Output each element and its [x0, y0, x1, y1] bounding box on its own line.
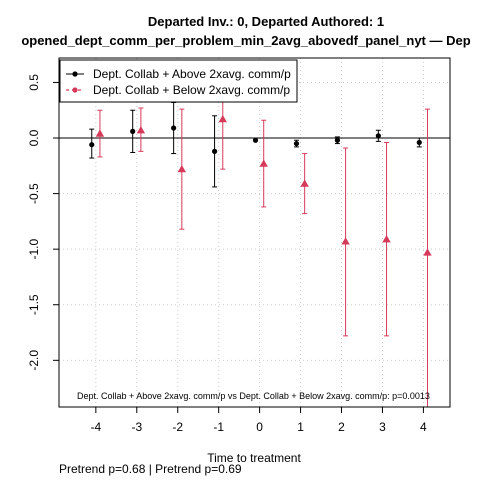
plot-frame	[58, 57, 451, 408]
data-point	[218, 114, 227, 123]
y-tick-label: 0.5	[27, 74, 41, 91]
p-value-annotation: Dept. Collab + Above 2xavg. comm/p vs De…	[77, 391, 430, 401]
y-tick-label: -1.0	[27, 239, 41, 260]
data-point	[334, 137, 341, 143]
chart-subtitle: opened_dept_comm_per_problem_min_2avg_ab…	[21, 33, 470, 48]
data-point	[382, 234, 391, 243]
series-0	[89, 101, 422, 188]
x-tick-label: 0	[256, 420, 263, 434]
legend-label-above: Dept. Collab + Above 2xavg. comm/p	[93, 67, 291, 81]
legend-marker-below	[72, 87, 78, 93]
x-tick-label: 3	[379, 420, 386, 434]
x-axis-label: Time to treatment	[207, 451, 301, 465]
legend-box	[59, 59, 298, 103]
legend-marker-above	[72, 71, 78, 77]
data-point	[416, 139, 422, 146]
data-point	[252, 137, 259, 143]
x-tick-label: -4	[91, 420, 102, 434]
legend: Dept. Collab + Above 2xavg. comm/p Dept.…	[59, 59, 298, 103]
data-point	[375, 133, 381, 139]
y-axis: -2.0 -1.5 -1.0 -0.5 0.0 0.5	[27, 74, 59, 371]
x-tick-label: 1	[297, 420, 304, 434]
data-point	[177, 164, 187, 173]
data-point	[95, 129, 105, 137]
data-point	[89, 142, 95, 148]
x-axis: -4 -3 -2 -1 0 1 2 3 4	[91, 407, 427, 434]
x-tick-label: 4	[420, 420, 427, 434]
data-point	[136, 126, 146, 134]
y-tick-label: 0.0	[27, 129, 41, 146]
data-point	[259, 159, 268, 167]
data-point	[341, 237, 350, 245]
data-point	[130, 128, 136, 134]
legend-label-below: Dept. Collab + Below 2xavg. comm/p	[93, 83, 290, 97]
data-point	[171, 125, 177, 131]
series-1	[95, 68, 432, 407]
data-point	[300, 179, 309, 187]
pretrend-note: Pretrend p=0.68 | Pretrend p=0.69	[59, 462, 242, 476]
y-tick-label: -2.0	[27, 350, 41, 371]
x-tick-label: 2	[338, 420, 345, 434]
series-layer	[89, 68, 432, 407]
y-tick-label: -1.5	[27, 294, 41, 315]
data-point	[293, 140, 300, 147]
data-point	[423, 248, 432, 256]
grid	[59, 58, 450, 407]
chart-title: Departed Inv.: 0, Departed Authored: 1	[148, 14, 384, 29]
y-tick-label: -0.5	[27, 183, 41, 204]
x-tick-label: -1	[213, 420, 224, 434]
x-tick-label: -3	[131, 420, 142, 434]
data-point	[211, 148, 218, 154]
x-tick-label: -2	[172, 420, 183, 434]
